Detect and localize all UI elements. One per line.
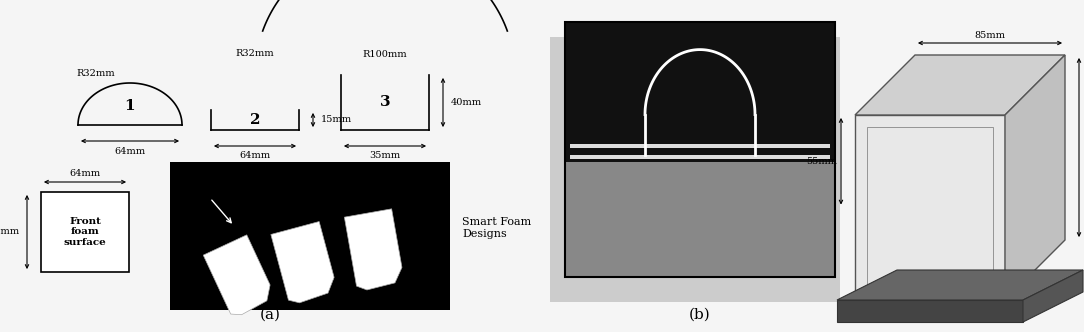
Bar [570, 144, 830, 148]
Text: 15mm: 15mm [321, 116, 352, 124]
Text: 35mm: 35mm [370, 151, 401, 160]
Text: 64mm: 64mm [240, 151, 271, 160]
Text: 64mm: 64mm [69, 170, 101, 179]
Bar [837, 300, 1023, 322]
Polygon shape [855, 55, 1064, 115]
Bar [565, 22, 835, 162]
Text: (b): (b) [689, 308, 711, 322]
Bar [867, 127, 993, 288]
Text: R100mm: R100mm [363, 50, 408, 59]
Bar [170, 162, 450, 310]
Polygon shape [1023, 270, 1083, 322]
Bar [855, 115, 1005, 300]
Text: 1: 1 [125, 99, 136, 113]
Polygon shape [203, 235, 270, 315]
Polygon shape [837, 270, 1083, 300]
Text: 2: 2 [249, 113, 260, 127]
Polygon shape [271, 221, 334, 303]
Polygon shape [345, 209, 402, 290]
Text: 55mm: 55mm [806, 157, 837, 166]
Text: Front
foam
surface: Front foam surface [64, 217, 106, 247]
Text: 64mm: 64mm [115, 146, 145, 155]
Polygon shape [1005, 55, 1064, 300]
Bar [565, 22, 835, 277]
Text: (a): (a) [259, 308, 281, 322]
Text: R32mm: R32mm [235, 49, 274, 58]
Text: 85mm: 85mm [975, 31, 1006, 40]
Bar [565, 162, 835, 277]
Text: R32mm: R32mm [76, 69, 115, 78]
Bar [41, 192, 129, 272]
Bar [570, 155, 830, 159]
Text: 40mm: 40mm [451, 98, 482, 107]
Bar [550, 37, 840, 302]
Text: Smart Foam
Designs: Smart Foam Designs [462, 217, 531, 239]
Text: 3: 3 [379, 96, 390, 110]
Text: 78mm: 78mm [0, 227, 20, 236]
